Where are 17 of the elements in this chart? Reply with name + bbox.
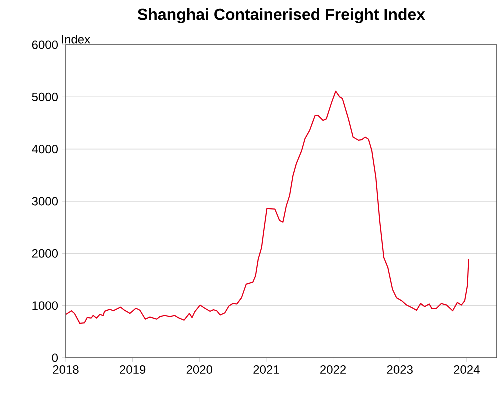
line-series bbox=[65, 90, 470, 324]
x-tick-label: 2022 bbox=[320, 366, 346, 374]
x-tick-label: 2019 bbox=[120, 366, 146, 374]
x-tick-label: 2021 bbox=[254, 366, 280, 374]
x-tick-label: 2023 bbox=[387, 366, 413, 374]
y-tick-label: 0 bbox=[52, 354, 58, 362]
chart-title: Shanghai Containerised Freight Index bbox=[138, 8, 426, 24]
y-tick-label: 3000 bbox=[32, 197, 58, 206]
y-tick-label: 6000 bbox=[32, 40, 58, 50]
y-tick-label: 5000 bbox=[32, 92, 58, 102]
x-tick-label: 2020 bbox=[186, 366, 213, 374]
x-tick-label: 2018 bbox=[53, 366, 79, 374]
y-tick-label: 2000 bbox=[32, 249, 58, 258]
x-tick-label: 2024 bbox=[454, 366, 480, 374]
y-axis-title: Index bbox=[62, 34, 90, 44]
y-tick-label: 1000 bbox=[32, 302, 58, 310]
y-tick-label: 4000 bbox=[32, 145, 58, 154]
